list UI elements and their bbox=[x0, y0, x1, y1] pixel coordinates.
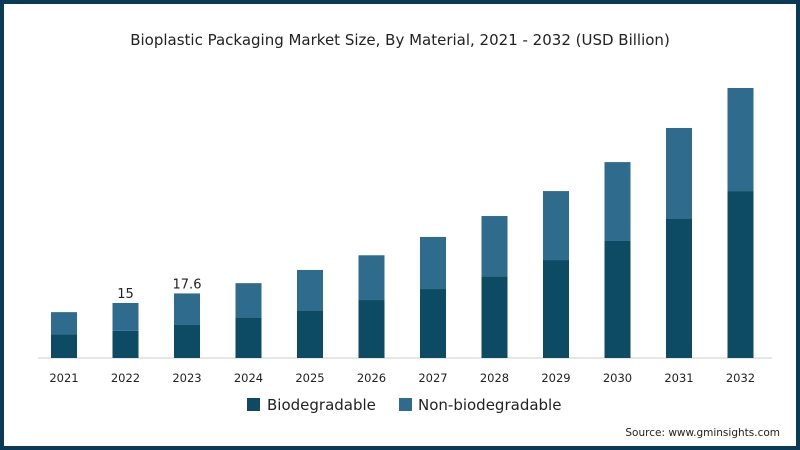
data-label-2022: 15 bbox=[117, 287, 134, 302]
bar-non-biodegradable-2030 bbox=[604, 162, 631, 241]
legend-swatch-non-biodegradable bbox=[399, 398, 412, 411]
bar-non-biodegradable-2024 bbox=[235, 283, 262, 318]
bar-non-biodegradable-2029 bbox=[543, 191, 569, 261]
x-tick-label: 2024 bbox=[234, 371, 263, 385]
x-tick-label: 2021 bbox=[49, 371, 78, 385]
legend-label-biodegradable: Biodegradable bbox=[267, 396, 376, 414]
legend-label-non-biodegradable: Non-biodegradable bbox=[418, 396, 561, 414]
bar-biodegradable-2021 bbox=[51, 334, 77, 358]
legend: Biodegradable Non-biodegradable bbox=[247, 396, 561, 414]
x-tick-label: 2022 bbox=[111, 371, 140, 385]
x-tick-label: 2028 bbox=[480, 371, 509, 385]
bar-non-biodegradable-2022 bbox=[112, 302, 139, 331]
bar-biodegradable-2025 bbox=[297, 310, 323, 358]
x-tick-label: 2031 bbox=[664, 371, 693, 385]
bar-biodegradable-2030 bbox=[604, 240, 631, 358]
x-tick-label: 2027 bbox=[418, 371, 447, 385]
bar-non-biodegradable-2027 bbox=[420, 236, 446, 290]
bar-non-biodegradable-2026 bbox=[358, 255, 385, 301]
bar-non-biodegradable-2021 bbox=[51, 312, 77, 335]
bar-non-biodegradable-2025 bbox=[297, 269, 323, 311]
bar-biodegradable-2027 bbox=[420, 289, 446, 358]
bar-non-biodegradable-2028 bbox=[481, 216, 508, 277]
bar-biodegradable-2028 bbox=[481, 276, 508, 358]
x-tick-label: 2026 bbox=[357, 371, 386, 385]
bar-non-biodegradable-2031 bbox=[666, 127, 692, 219]
x-tick-label: 2030 bbox=[603, 371, 632, 385]
legend-swatch-biodegradable bbox=[247, 398, 260, 411]
x-tick-label: 2032 bbox=[726, 371, 755, 385]
x-tick-label: 2025 bbox=[295, 371, 324, 385]
bar-biodegradable-2022 bbox=[112, 330, 139, 358]
bar-biodegradable-2026 bbox=[358, 300, 385, 358]
bar-biodegradable-2029 bbox=[543, 260, 569, 358]
data-label-2023: 17.6 bbox=[173, 277, 202, 292]
x-tick-label: 2029 bbox=[541, 371, 570, 385]
chart-title: Bioplastic Packaging Market Size, By Mat… bbox=[130, 31, 670, 49]
bar-biodegradable-2023 bbox=[174, 324, 200, 358]
bar-non-biodegradable-2023 bbox=[174, 293, 200, 325]
x-tick-label: 2023 bbox=[172, 371, 201, 385]
bar-biodegradable-2031 bbox=[666, 218, 692, 358]
bar-biodegradable-2032 bbox=[727, 191, 754, 358]
bar-non-biodegradable-2032 bbox=[727, 88, 754, 192]
source-note: Source: www.gminsights.com bbox=[625, 427, 780, 439]
bar-biodegradable-2024 bbox=[235, 317, 262, 358]
